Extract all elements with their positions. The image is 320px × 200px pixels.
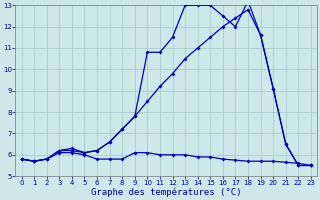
X-axis label: Graphe des températures (°C): Graphe des températures (°C) xyxy=(91,188,242,197)
